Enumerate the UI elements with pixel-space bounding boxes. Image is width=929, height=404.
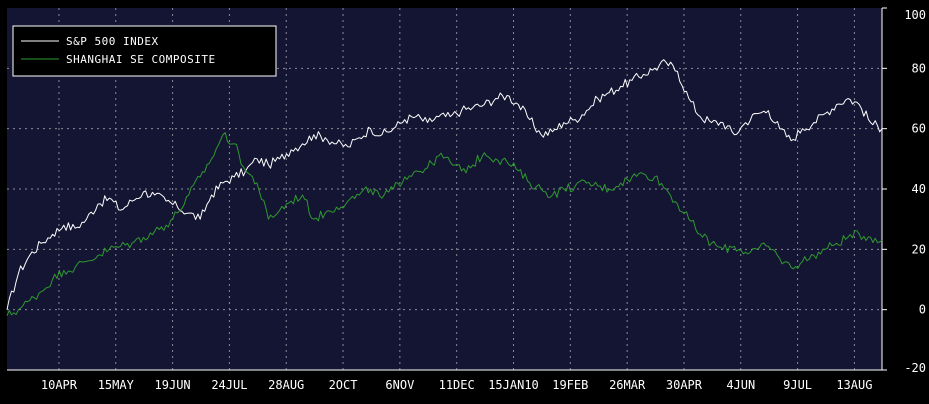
y-tick-label: 60 [912, 122, 926, 136]
y-tick-label: 80 [912, 61, 926, 75]
axes: -20 0 20 40 60 80 100 10APR 15MAY 19JUN 24JUL 28AUG… [7, 7, 926, 392]
x-tick-label: 6NOV [385, 378, 414, 392]
x-tick-label: 9JUL [783, 378, 812, 392]
x-tick-label: 13AUG [836, 378, 872, 392]
x-tick-label: 19JUN [155, 378, 191, 392]
series-line-shanghai [6, 132, 883, 316]
x-tick-label: 28AUG [268, 378, 304, 392]
grid [7, 8, 882, 370]
y-tick-label: 100 [904, 8, 926, 22]
y-tick-label: 20 [912, 242, 926, 256]
y-tick-label: 0 [919, 303, 926, 317]
legend-label-sp500: S&P 500 INDEX [66, 35, 159, 48]
legend: S&P 500 INDEX SHANGHAI SE COMPOSITE [12, 25, 277, 77]
x-tick-label: 19FEB [552, 378, 588, 392]
y-tick-label: -20 [904, 361, 926, 375]
series-line-sp500 [6, 59, 883, 310]
legend-box [12, 25, 277, 77]
x-tick-label: 26MAR [609, 378, 646, 392]
series-lines [6, 59, 883, 316]
x-tick-label: 4JUN [726, 378, 755, 392]
x-tick-label: 11DEC [439, 378, 475, 392]
x-tick-label: 30APR [666, 378, 703, 392]
x-tick-label: 15MAY [98, 378, 135, 392]
legend-label-shanghai: SHANGHAI SE COMPOSITE [66, 53, 216, 66]
x-tick-label: 10APR [41, 378, 78, 392]
x-tick-label: 15JAN10 [488, 378, 539, 392]
y-tick-label: 40 [912, 182, 926, 196]
x-tick-label: 24JUL [211, 378, 247, 392]
x-tick-label: 2OCT [329, 378, 358, 392]
